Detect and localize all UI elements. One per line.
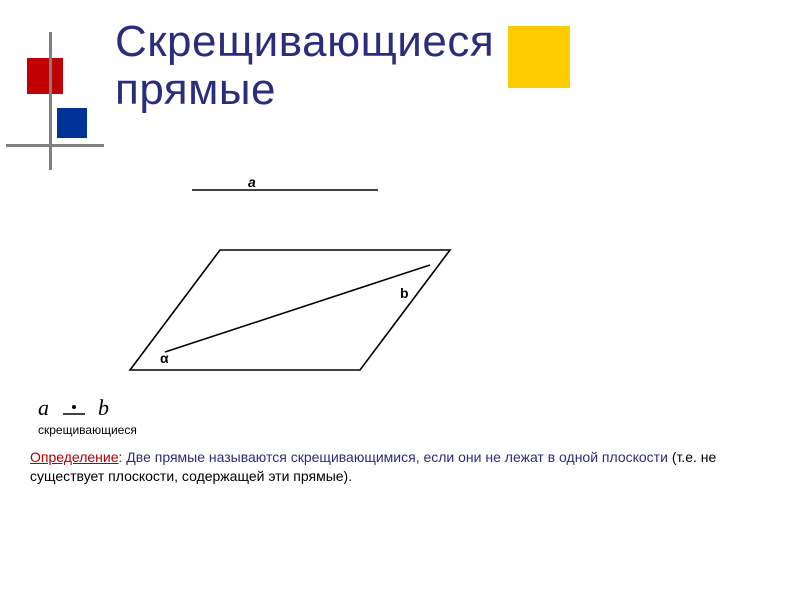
skew-relation-formula: a b: [38, 395, 109, 423]
label-line-b: b: [400, 285, 409, 301]
formula-caption: скрещивающиеся: [38, 423, 137, 437]
definition-term: Определение: [30, 449, 119, 465]
label-plane-alpha: α: [160, 350, 169, 366]
definition-paragraph: Определение: Две прямые называются скрещ…: [30, 448, 780, 486]
skew-symbol-icon: [61, 397, 87, 423]
definition-body-dark: : Две прямые называются скрещивающимися,…: [119, 449, 672, 465]
formula-a: a: [38, 395, 49, 420]
formula-b: b: [98, 395, 109, 420]
label-line-a: a: [248, 174, 256, 190]
